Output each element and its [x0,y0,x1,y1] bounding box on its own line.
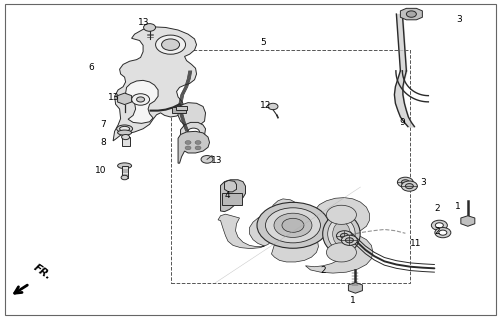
Text: FR.: FR. [32,262,53,282]
Circle shape [201,156,213,163]
Circle shape [345,238,353,243]
Circle shape [257,202,329,248]
Circle shape [268,103,278,110]
Circle shape [185,146,191,150]
Polygon shape [113,27,196,141]
Text: 2: 2 [434,204,440,213]
Circle shape [282,218,304,232]
Circle shape [435,223,443,228]
Circle shape [406,11,416,17]
Circle shape [439,230,447,235]
Circle shape [431,220,447,230]
Polygon shape [220,180,245,212]
Circle shape [121,175,128,180]
Ellipse shape [118,163,132,169]
Circle shape [195,146,201,150]
Ellipse shape [333,222,350,246]
Bar [175,106,186,110]
Polygon shape [180,123,205,141]
Ellipse shape [120,126,130,131]
Circle shape [397,177,413,188]
Circle shape [327,243,356,262]
Polygon shape [400,8,422,20]
Text: 1: 1 [455,202,461,211]
Text: 4: 4 [224,191,230,200]
Text: 6: 6 [88,63,94,72]
Text: 13: 13 [210,156,222,165]
Text: 9: 9 [399,118,405,127]
Text: 2: 2 [434,227,440,236]
Polygon shape [348,283,362,293]
Ellipse shape [117,125,133,132]
Polygon shape [126,80,158,123]
Text: 1: 1 [350,296,356,305]
Polygon shape [224,180,236,192]
Circle shape [341,235,357,245]
Ellipse shape [118,130,132,135]
Circle shape [156,35,185,54]
Text: 11: 11 [410,239,422,248]
Circle shape [122,134,130,140]
Circle shape [132,94,150,105]
Polygon shape [461,216,475,226]
Polygon shape [218,197,373,273]
Text: 2: 2 [321,266,326,276]
Circle shape [161,39,179,50]
Text: 8: 8 [101,138,106,147]
Text: 13: 13 [108,93,120,102]
Circle shape [274,213,312,237]
Polygon shape [178,131,209,163]
Text: 7: 7 [101,120,106,130]
Circle shape [144,24,156,31]
Ellipse shape [328,218,355,250]
Bar [171,107,185,113]
Bar [221,193,241,205]
Circle shape [337,231,352,241]
Circle shape [266,208,321,243]
Circle shape [195,140,201,144]
Circle shape [185,140,191,144]
Circle shape [401,180,409,185]
Circle shape [435,228,451,238]
Text: 13: 13 [138,19,150,28]
Bar [170,50,410,283]
Bar [122,166,128,178]
Text: 10: 10 [95,166,106,175]
Circle shape [405,184,413,189]
Text: 3: 3 [420,179,426,188]
Polygon shape [118,93,132,105]
Circle shape [137,97,145,102]
Text: 3: 3 [456,15,462,24]
Circle shape [187,128,199,136]
Circle shape [401,181,417,191]
Text: 12: 12 [260,101,271,110]
Circle shape [341,233,348,238]
Polygon shape [178,103,205,128]
Bar [122,137,130,146]
Ellipse shape [323,214,360,254]
Circle shape [327,205,356,224]
Text: 5: 5 [261,38,266,47]
